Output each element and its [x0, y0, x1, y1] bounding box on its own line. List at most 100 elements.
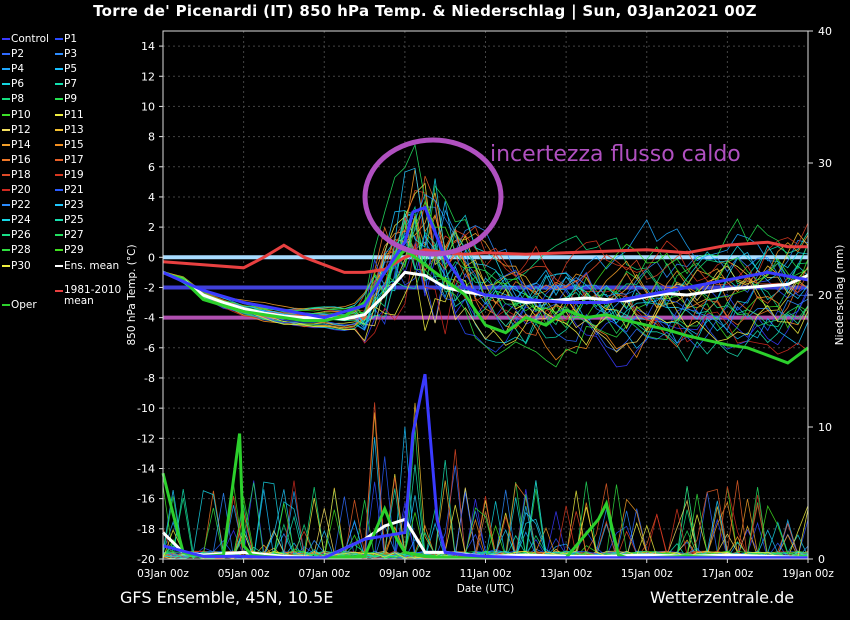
legend-label: P9: [64, 93, 78, 106]
legend-item: P20: [2, 184, 31, 196]
x-tick-label: 19Jan 00z: [782, 568, 834, 580]
legend-label: 1981-2010 mean: [64, 284, 122, 308]
y-tick-label: 6: [148, 161, 155, 174]
y-tick-label: -8: [144, 372, 155, 385]
member-temp-line: [162, 169, 809, 310]
legend-label: Oper: [11, 298, 37, 311]
member-precip-line: [162, 473, 809, 560]
y2-tick-label: 40: [818, 25, 832, 38]
member-temp-line: [162, 192, 809, 329]
legend-label: P16: [11, 153, 31, 166]
y-tick-label: 10: [141, 100, 155, 113]
x-axis-label: Date (UTC): [457, 583, 514, 595]
legend-item: P7: [55, 78, 77, 90]
legend-item: P22: [2, 199, 31, 211]
legend-label: P11: [64, 108, 84, 121]
legend-label: P26: [11, 229, 31, 242]
legend-swatch: [2, 189, 10, 191]
y-tick-label: 8: [148, 131, 155, 144]
legend-label: P7: [64, 78, 78, 91]
legend-item: P24: [2, 214, 31, 226]
legend-item: P3: [55, 48, 77, 60]
legend-item: P2: [2, 48, 24, 60]
y2-tick-label: 30: [818, 157, 832, 170]
legend-swatch: [2, 143, 10, 146]
x-tick-label: 07Jan 00z: [298, 568, 350, 580]
legend-swatch: [55, 53, 63, 56]
legend-item: P17: [55, 154, 84, 166]
legend-swatch: [55, 189, 63, 191]
x-tick-label: 09Jan 00z: [379, 568, 431, 580]
annotation-text: incertezza flusso caldo: [490, 142, 741, 167]
y2-tick-label: 20: [818, 289, 832, 302]
member-temp-line: [162, 225, 809, 327]
legend-label: P30: [11, 259, 31, 272]
legend-item: P25: [55, 214, 84, 226]
legend-label: P23: [64, 199, 84, 212]
legend-item: P11: [55, 109, 84, 121]
legend-swatch: [55, 38, 63, 40]
legend-swatch: [2, 219, 10, 222]
legend-swatch: [2, 204, 10, 207]
legend-label: P13: [64, 123, 84, 136]
x-tick-label: 05Jan 00z: [218, 568, 270, 580]
member-precip-line: [162, 402, 809, 560]
x-tick-label: 13Jan 00z: [540, 568, 592, 580]
legend-swatch: [55, 173, 63, 176]
legend-label: P22: [11, 199, 31, 212]
y-tick-label: -4: [144, 312, 155, 325]
member-temp-line: [162, 167, 809, 324]
y-tick-label: -10: [137, 402, 155, 415]
model-caption: GFS Ensemble, 45N, 10.5E: [120, 588, 334, 607]
legend-item: P16: [2, 154, 31, 166]
temp-series-line: [162, 247, 809, 365]
legend-swatch: [55, 158, 63, 161]
legend-swatch: [2, 68, 10, 71]
legend-swatch: [55, 234, 63, 237]
legend-item: P1: [55, 33, 77, 45]
legend-label: Ens. mean: [64, 259, 120, 272]
legend-label: P14: [11, 138, 31, 151]
legend-label: P27: [64, 229, 84, 242]
legend-label: P18: [11, 168, 31, 181]
legend-swatch: [55, 83, 63, 86]
chart-title: Torre de' Picenardi (IT) 850 hPa Temp. &…: [93, 2, 757, 20]
y-tick-label: 0: [148, 251, 155, 264]
y-tick-label: -20: [137, 553, 155, 566]
legend-label: P25: [64, 214, 84, 227]
y-tick-label: -18: [137, 523, 155, 536]
legend-item: Oper: [2, 299, 37, 311]
y-tick-label: 2: [148, 221, 155, 234]
y2-axis-label: Niederschlag (mm): [834, 245, 846, 346]
legend-swatch: [2, 249, 10, 252]
y-tick-label: -14: [137, 462, 155, 475]
legend-label: P1: [64, 33, 78, 45]
precip-series-line: [162, 373, 808, 560]
legend-swatch: [55, 249, 63, 252]
y-tick-label: -16: [137, 493, 155, 506]
legend-label: P19: [64, 168, 84, 181]
legend-item: Control: [2, 33, 49, 45]
legend-item: P8: [2, 93, 24, 105]
x-tick-label: 11Jan 00z: [460, 568, 512, 580]
temp-series-line: [162, 205, 809, 320]
legend-swatch: [55, 113, 63, 116]
legend-swatch: [2, 38, 10, 40]
legend-label: P10: [11, 108, 31, 121]
legend-item: P13: [55, 124, 84, 136]
x-tick-label: 17Jan 00z: [701, 568, 753, 580]
legend-item: P5: [55, 63, 77, 75]
legend-swatch: [55, 68, 63, 71]
legend-label: P8: [11, 93, 25, 106]
legend-label: P28: [11, 244, 31, 257]
site-credit: Wetterzentrale.de: [650, 588, 795, 607]
x-tick-label: 03Jan 00z: [137, 568, 189, 580]
legend-label: P4: [11, 63, 25, 76]
legend-label: P12: [11, 123, 31, 136]
legend-item: P21: [55, 184, 84, 196]
legend-swatch: [2, 98, 10, 101]
y-tick-label: 4: [148, 191, 155, 204]
legend-swatch: [55, 290, 63, 293]
member-temp-line: [162, 217, 809, 368]
